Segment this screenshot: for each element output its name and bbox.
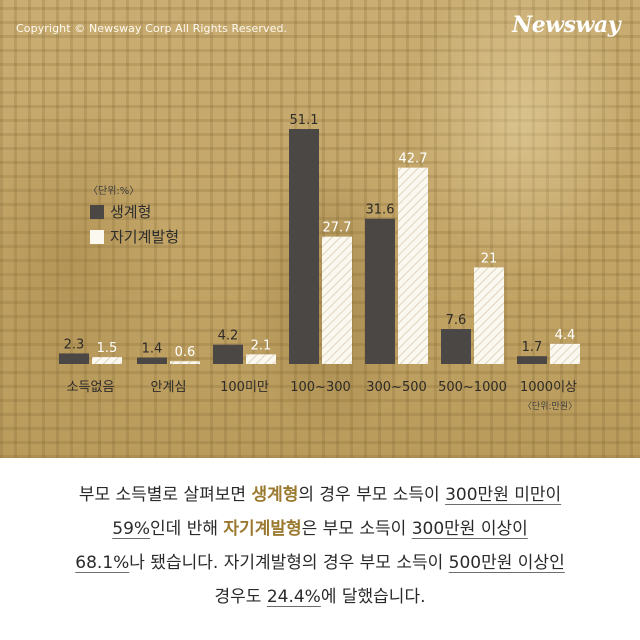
bar-series2-4 bbox=[398, 167, 428, 364]
category-label-4: 300~500 bbox=[366, 380, 427, 395]
bar-series2-1 bbox=[170, 361, 200, 364]
legend-label-series2: 자기계발형 bbox=[110, 228, 180, 246]
category-label-2: 100미만 bbox=[220, 380, 269, 395]
legend-swatch-light bbox=[90, 229, 104, 244]
category-label-5: 500~1000 bbox=[438, 380, 507, 395]
bar-series2-5 bbox=[474, 267, 504, 364]
value-label-series2-4: 42.7 bbox=[399, 152, 428, 167]
bar-series1-6 bbox=[517, 356, 547, 364]
value-label-series1-0: 2.3 bbox=[64, 337, 85, 352]
bar-series1-1 bbox=[137, 357, 167, 364]
value-label-series2-3: 27.7 bbox=[323, 221, 352, 236]
bar-series1-5 bbox=[441, 329, 471, 364]
caption-text-segment: 나 됐습니다. 자기계발형의 경우 부모 소득이 bbox=[129, 553, 449, 573]
caption-underline: 24.4% bbox=[266, 587, 321, 607]
legend-swatch-dark bbox=[90, 204, 104, 219]
value-label-series1-2: 4.2 bbox=[218, 329, 239, 344]
background-photo bbox=[0, 0, 640, 458]
bar-series1-3 bbox=[289, 129, 319, 364]
caption-highlight: 자기계발형 bbox=[223, 519, 302, 539]
legend-item-series2: 자기계발형 bbox=[90, 226, 179, 247]
category-label-0: 소득없음 bbox=[67, 380, 115, 395]
caption-underline: 59% bbox=[112, 519, 151, 539]
caption-text-segment: 경우도 bbox=[214, 587, 267, 607]
value-label-series1-6: 1.7 bbox=[522, 340, 543, 355]
category-label-1: 안계심 bbox=[151, 380, 187, 395]
bar-series2-0 bbox=[92, 357, 122, 364]
caption-line-3: 68.1%나 됐습니다. 자기계발형의 경우 부모 소득이 500만원 이상인 bbox=[0, 546, 640, 580]
legend-item-series1: 생계형 bbox=[90, 201, 151, 222]
value-label-series1-5: 7.6 bbox=[446, 313, 467, 328]
category-label-6: 1000이상 bbox=[520, 380, 577, 395]
caption-line-2: 59%인데 반해 자기계발형은 부모 소득이 300만원 이상이 bbox=[0, 512, 640, 546]
category-label-3: 100~300 bbox=[290, 380, 351, 395]
copyright-text: Copyright © Newsway Corp All Rights Rese… bbox=[16, 22, 288, 35]
value-label-series2-6: 4.4 bbox=[555, 328, 576, 343]
value-label-series2-1: 0.6 bbox=[175, 345, 196, 360]
caption-underline: 68.1% bbox=[75, 553, 130, 573]
value-label-series2-0: 1.5 bbox=[97, 341, 118, 356]
caption-text-segment: 은 부모 소득이 bbox=[301, 519, 412, 539]
bar-series2-3 bbox=[322, 236, 352, 364]
caption-underline: 300만원 미만이 bbox=[445, 485, 562, 505]
x-unit-label: 〈단위:만원〉 bbox=[523, 401, 577, 412]
bar-series2-6 bbox=[550, 343, 580, 364]
caption-line-4: 경우도 24.4%에 달했습니다. bbox=[0, 580, 640, 614]
caption-text-segment: 의 경우 부모 소득이 bbox=[298, 485, 446, 505]
legend-unit-label: 〈단위:%〉 bbox=[88, 186, 140, 197]
caption-underline: 300만원 이상이 bbox=[411, 519, 528, 539]
caption-text-segment: 부모 소득별로 살펴보면 bbox=[78, 485, 252, 505]
bar-series1-4 bbox=[365, 218, 395, 364]
value-label-series1-3: 51.1 bbox=[290, 113, 319, 128]
bar-series1-0 bbox=[59, 353, 89, 364]
value-label-series1-1: 1.4 bbox=[142, 342, 163, 357]
newsway-logo: Newsway bbox=[512, 12, 620, 38]
caption-text-segment: 인데 반해 bbox=[150, 519, 224, 539]
value-labels-group: 2.3 1.5 1.4 0.6 4.2 2.1 51.1 27.7 31.6 42.7 7.6 21 1… bbox=[64, 113, 576, 360]
caption-text: 부모 소득별로 살펴보면 생계형의 경우 부모 소득이 300만원 미만이 59… bbox=[0, 478, 640, 614]
value-label-series2-2: 2.1 bbox=[251, 338, 272, 353]
legend-label-series1: 생계형 bbox=[110, 203, 152, 221]
category-labels-group: 소득없음 안계심 100미만 100~300 300~500 500~1000 1000이상 bbox=[67, 380, 577, 395]
caption-highlight: 생계형 bbox=[251, 485, 299, 505]
value-label-series2-5: 21 bbox=[481, 251, 498, 266]
bars-group bbox=[59, 129, 580, 364]
caption-underline: 500만원 이상인 bbox=[448, 553, 565, 573]
value-label-series1-4: 31.6 bbox=[366, 203, 395, 218]
caption-text-segment: 에 달했습니다. bbox=[320, 587, 426, 607]
bar-chart: 2.3 1.5 1.4 0.6 4.2 2.1 51.1 27.7 31.6 42.7 7.6 21 1… bbox=[59, 113, 580, 412]
bar-series2-2 bbox=[246, 354, 276, 364]
caption-line-1: 부모 소득별로 살펴보면 생계형의 경우 부모 소득이 300만원 미만이 bbox=[0, 478, 640, 512]
bar-series1-2 bbox=[213, 344, 243, 364]
